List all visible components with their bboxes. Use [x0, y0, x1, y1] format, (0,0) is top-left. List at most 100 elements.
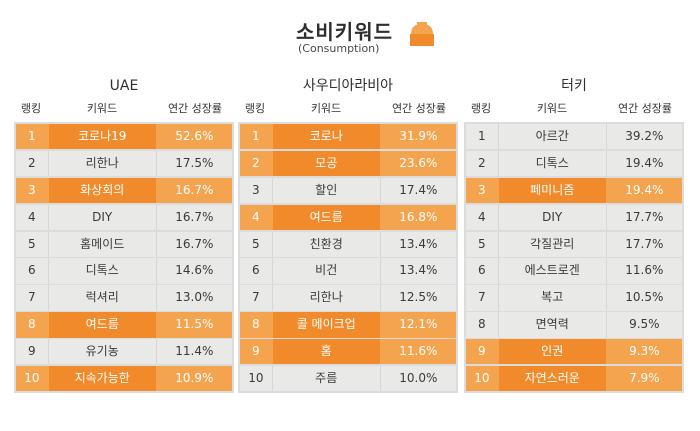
keyword-cell: 주름: [271, 366, 381, 392]
keyword-cell: 지속가능한: [47, 366, 157, 392]
rank-cell: 9: [478, 344, 486, 359]
rate-cell: 13.0%: [175, 290, 214, 305]
table-row: 5 각질관리 17.7%: [466, 231, 682, 257]
ranking-panel: 사우디아라비아 랭킹 키워드 연간 성장률 1 코로나 31.9% 2 모공 23.6% 3 할인 17…: [238, 76, 458, 394]
keyword-cell: 디톡스: [497, 150, 607, 177]
country-title: 사우디아라비아: [302, 78, 394, 94]
rate-cell: 10.9%: [175, 371, 214, 386]
page-title: 소비키워드: [296, 20, 393, 44]
rate-header: 연간 성장률: [617, 102, 673, 115]
table-row: 4 DIY 17.7%: [466, 204, 682, 230]
table-row: 9 유기농 11.4%: [16, 339, 232, 365]
rate-cell: 16.7%: [175, 209, 214, 224]
rate-cell: 13.4%: [399, 236, 438, 251]
table-row: 2 디톡스 19.4%: [466, 150, 682, 177]
table-row: 3 할인 17.4%: [240, 177, 456, 204]
rank-cell: 2: [252, 155, 260, 170]
ranking-table: 1 아르간 39.2% 2 디톡스 19.4% 3 페미니즘 19.4% 4 DIY 17.7% 5 각질…: [464, 122, 684, 394]
keyword-cell: 여드름: [47, 312, 157, 338]
rank-cell: 7: [478, 290, 486, 305]
table-row: 3 화상회의 16.7%: [16, 177, 232, 204]
rate-cell: 13.4%: [399, 263, 438, 278]
rate-cell: 9.3%: [629, 344, 660, 359]
table-row: 1 아르간 39.2%: [466, 124, 682, 150]
rank-cell: 8: [28, 317, 36, 332]
rate-cell: 19.4%: [625, 155, 664, 170]
rank-cell: 4: [478, 209, 486, 224]
rank-cell: 4: [252, 209, 260, 224]
rank-header: 랭킹: [244, 102, 266, 115]
rank-cell: 3: [28, 182, 36, 197]
keyword-cell: 화상회의: [47, 177, 157, 204]
table-row: 6 디톡스 14.6%: [16, 258, 232, 284]
rate-cell: 10.5%: [625, 290, 664, 305]
rate-cell: 10.0%: [399, 371, 438, 386]
keyword-header: 키워드: [536, 102, 568, 115]
rank-header: 랭킹: [20, 102, 42, 115]
rank-cell: 7: [252, 290, 260, 305]
table-row: 10 주름 10.0%: [240, 366, 456, 392]
table-row: 1 코로나 31.9%: [240, 124, 456, 150]
keyword-cell: 각질관리: [497, 231, 607, 257]
keyword-header: 키워드: [310, 102, 342, 115]
table-row: 5 홈메이드 16.7%: [16, 231, 232, 257]
rank-cell: 3: [478, 182, 486, 197]
rate-cell: 7.9%: [629, 371, 660, 386]
rank-cell: 1: [252, 129, 260, 143]
rate-cell: 17.7%: [625, 209, 664, 224]
table-row: 9 홈 11.6%: [240, 339, 456, 365]
table-row: 10 자연스러운 7.9%: [466, 366, 682, 392]
rank-cell: 10: [248, 371, 264, 386]
rank-cell: 7: [28, 290, 36, 305]
rate-cell: 11.6%: [399, 344, 438, 359]
keyword-cell: 홈: [271, 339, 381, 365]
table-row: 6 에스트로겐 11.6%: [466, 258, 682, 284]
table-row: 10 지속가능한 10.9%: [16, 366, 232, 392]
rank-cell: 10: [24, 371, 40, 386]
rate-cell: 11.5%: [175, 317, 214, 332]
keyword-cell: 인권: [497, 339, 607, 365]
rate-cell: 17.4%: [399, 182, 438, 197]
ranking-table: 1 코로나 31.9% 2 모공 23.6% 3 할인 17.4% 4 여드름 16.8% 5 친환경 13…: [238, 122, 458, 394]
rank-cell: 4: [28, 209, 36, 224]
column-header: 랭킹 키워드 연간 성장률: [238, 100, 458, 118]
keyword-cell: 리한나: [271, 285, 381, 311]
table-row: 4 여드름 16.8%: [240, 204, 456, 230]
rank-cell: 9: [252, 344, 260, 359]
keyword-cell: 할인: [271, 177, 381, 204]
table-row: 9 인권 9.3%: [466, 339, 682, 365]
rate-cell: 14.6%: [175, 263, 214, 278]
keyword-cell: 디톡스: [47, 258, 157, 284]
keyword-cell: 럭셔리: [47, 285, 157, 311]
rank-cell: 2: [28, 155, 36, 170]
bowl-icon: [408, 20, 436, 48]
rate-cell: 16.7%: [175, 236, 214, 251]
rate-cell: 16.7%: [175, 182, 214, 197]
keyword-cell: 친환경: [271, 231, 381, 257]
table-row: 5 친환경 13.4%: [240, 231, 456, 257]
rank-cell: 1: [478, 129, 486, 143]
table-row: 8 면역력 9.5%: [466, 312, 682, 338]
rate-cell: 52.6%: [175, 129, 214, 143]
table-row: 6 비건 13.4%: [240, 258, 456, 284]
keyword-cell: 아르간: [497, 124, 607, 150]
keyword-cell: 코로나: [271, 124, 381, 150]
rate-cell: 17.5%: [175, 155, 214, 170]
rank-cell: 5: [28, 236, 36, 251]
country-title: UAE: [109, 78, 139, 94]
header: 소비키워드 (Consumption): [0, 0, 700, 60]
rate-cell: 31.9%: [399, 129, 438, 143]
rate-cell: 11.4%: [175, 344, 214, 359]
table-row: 4 DIY 16.7%: [16, 204, 232, 230]
keyword-cell: DIY: [47, 204, 157, 230]
rate-cell: 9.5%: [629, 317, 660, 332]
keyword-cell: 홈메이드: [47, 231, 157, 257]
table-row: 7 럭셔리 13.0%: [16, 285, 232, 311]
ranking-table: 1 코로나19 52.6% 2 리한나 17.5% 3 화상회의 16.7% 4 DIY 16.7% 5…: [14, 122, 234, 394]
rank-cell: 3: [252, 182, 260, 197]
column-header: 랭킹 키워드 연간 성장률: [14, 100, 234, 118]
table-row: 2 리한나 17.5%: [16, 150, 232, 177]
rank-cell: 8: [478, 317, 486, 332]
rank-cell: 5: [252, 236, 260, 251]
rank-cell: 5: [478, 236, 486, 251]
